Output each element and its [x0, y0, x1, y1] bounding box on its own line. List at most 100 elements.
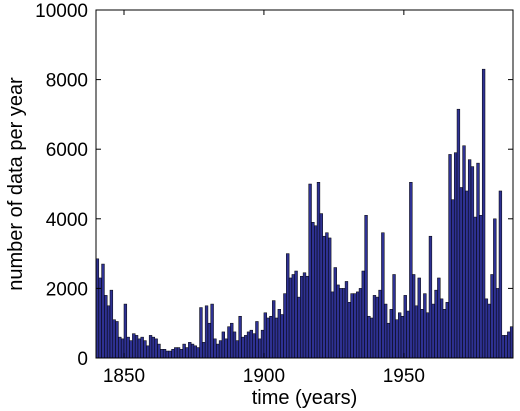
bar-1931: [350, 293, 354, 359]
bar-1862: [157, 343, 161, 359]
bar-1923: [328, 237, 332, 359]
bar-1865: [165, 350, 170, 359]
bar-1853: [132, 333, 136, 359]
bar-1867: [171, 349, 175, 359]
bar-1981: [490, 274, 494, 359]
bar-1895: [249, 329, 253, 359]
bar-1927: [339, 288, 343, 359]
plot-frame: [95, 9, 514, 359]
bar-1880: [207, 322, 211, 359]
axis-ticks: [96, 9, 513, 359]
bar-1868: [174, 347, 178, 359]
bar-1985: [501, 335, 505, 359]
bar-1921: [322, 235, 326, 359]
bar-1882: [213, 338, 217, 359]
bar-1920: [319, 213, 323, 359]
y-tick-label-6000: 6000: [46, 140, 88, 161]
bar-1967: [451, 199, 455, 359]
bar-1875: [193, 345, 197, 359]
bar-1881: [210, 303, 214, 359]
bar-1933: [356, 291, 360, 359]
bar-1975: [473, 216, 477, 359]
tick-labels: 1850 1900 1950 0 2000 4000 6000 8000 10000: [35, 1, 425, 387]
bar-1908: [286, 253, 290, 359]
bar-1898: [258, 338, 262, 359]
y-tick-label-4000: 4000: [46, 210, 88, 231]
bar-1945: [389, 309, 393, 359]
bar-1884: [218, 340, 223, 359]
bar-1890: [235, 340, 239, 359]
bar-1904: [274, 317, 279, 359]
bar-1843: [104, 295, 108, 359]
bar-1852: [129, 340, 133, 359]
bar-1976: [476, 162, 480, 359]
bar-1887: [227, 326, 231, 359]
bar-1864: [162, 349, 167, 359]
bar-1953: [412, 274, 416, 359]
bar-1918: [314, 225, 318, 359]
bar-1910: [291, 274, 295, 359]
x-axis-label: time (years): [252, 387, 358, 409]
bar-1893: [244, 335, 248, 359]
bar-1943: [384, 303, 388, 359]
bar-1845: [109, 289, 114, 359]
bar-1896: [252, 333, 256, 359]
bar-1873: [188, 342, 192, 359]
y-tick-label-10000: 10000: [35, 1, 88, 22]
bar-1935: [361, 270, 365, 359]
bar-1964: [442, 309, 447, 359]
bar-1847: [115, 321, 119, 359]
bar-1912: [297, 296, 301, 359]
bar-1951: [406, 310, 410, 359]
bar-1848: [118, 336, 122, 359]
bar-1855: [137, 338, 142, 359]
bar-1914: [302, 272, 307, 359]
bar-1869: [176, 347, 181, 359]
bar-1982: [493, 218, 497, 359]
bar-1897: [255, 321, 259, 359]
bar-1957: [423, 293, 427, 359]
bar-1965: [445, 302, 449, 359]
bar-1974: [470, 166, 475, 359]
bar-1870: [179, 349, 184, 359]
bar-1959: [428, 235, 433, 359]
bar-1892: [241, 336, 245, 359]
bar-1844: [106, 305, 111, 359]
bar-1986: [504, 335, 508, 359]
bar-1878: [202, 342, 206, 359]
bar-1903: [272, 300, 276, 359]
bar-1858: [146, 345, 150, 359]
bar-1958: [425, 312, 430, 359]
bar-1966: [448, 154, 452, 359]
bar-1930: [347, 302, 351, 359]
bar-1987: [507, 331, 511, 359]
bar-1942: [381, 232, 385, 359]
bar-1900: [263, 312, 267, 359]
y-tick-label-8000: 8000: [46, 71, 88, 92]
bar-1894: [246, 331, 251, 359]
bar-1907: [283, 293, 287, 359]
bar-1946: [392, 274, 396, 359]
bar-1854: [134, 335, 139, 359]
bar-1936: [364, 215, 368, 359]
bar-1905: [277, 309, 281, 359]
bar-1888: [230, 322, 234, 359]
bar-1924: [330, 291, 335, 359]
bar-1891: [238, 315, 242, 359]
bar-1925: [333, 267, 337, 359]
bar-1871: [182, 343, 186, 359]
bar-1960: [431, 303, 435, 359]
bar-1941: [378, 289, 382, 359]
bar-1889: [232, 331, 237, 359]
y-tick-label-0: 0: [77, 349, 88, 370]
bar-1901: [266, 317, 270, 359]
y-tick-label-2000: 2000: [46, 279, 88, 300]
bar-1947: [395, 319, 399, 359]
bar-1856: [140, 336, 144, 359]
bar-series: [95, 68, 514, 359]
bar-1970: [459, 187, 463, 359]
bar-1911: [294, 270, 298, 359]
bar-1950: [403, 295, 407, 359]
bar-1972: [465, 190, 469, 359]
